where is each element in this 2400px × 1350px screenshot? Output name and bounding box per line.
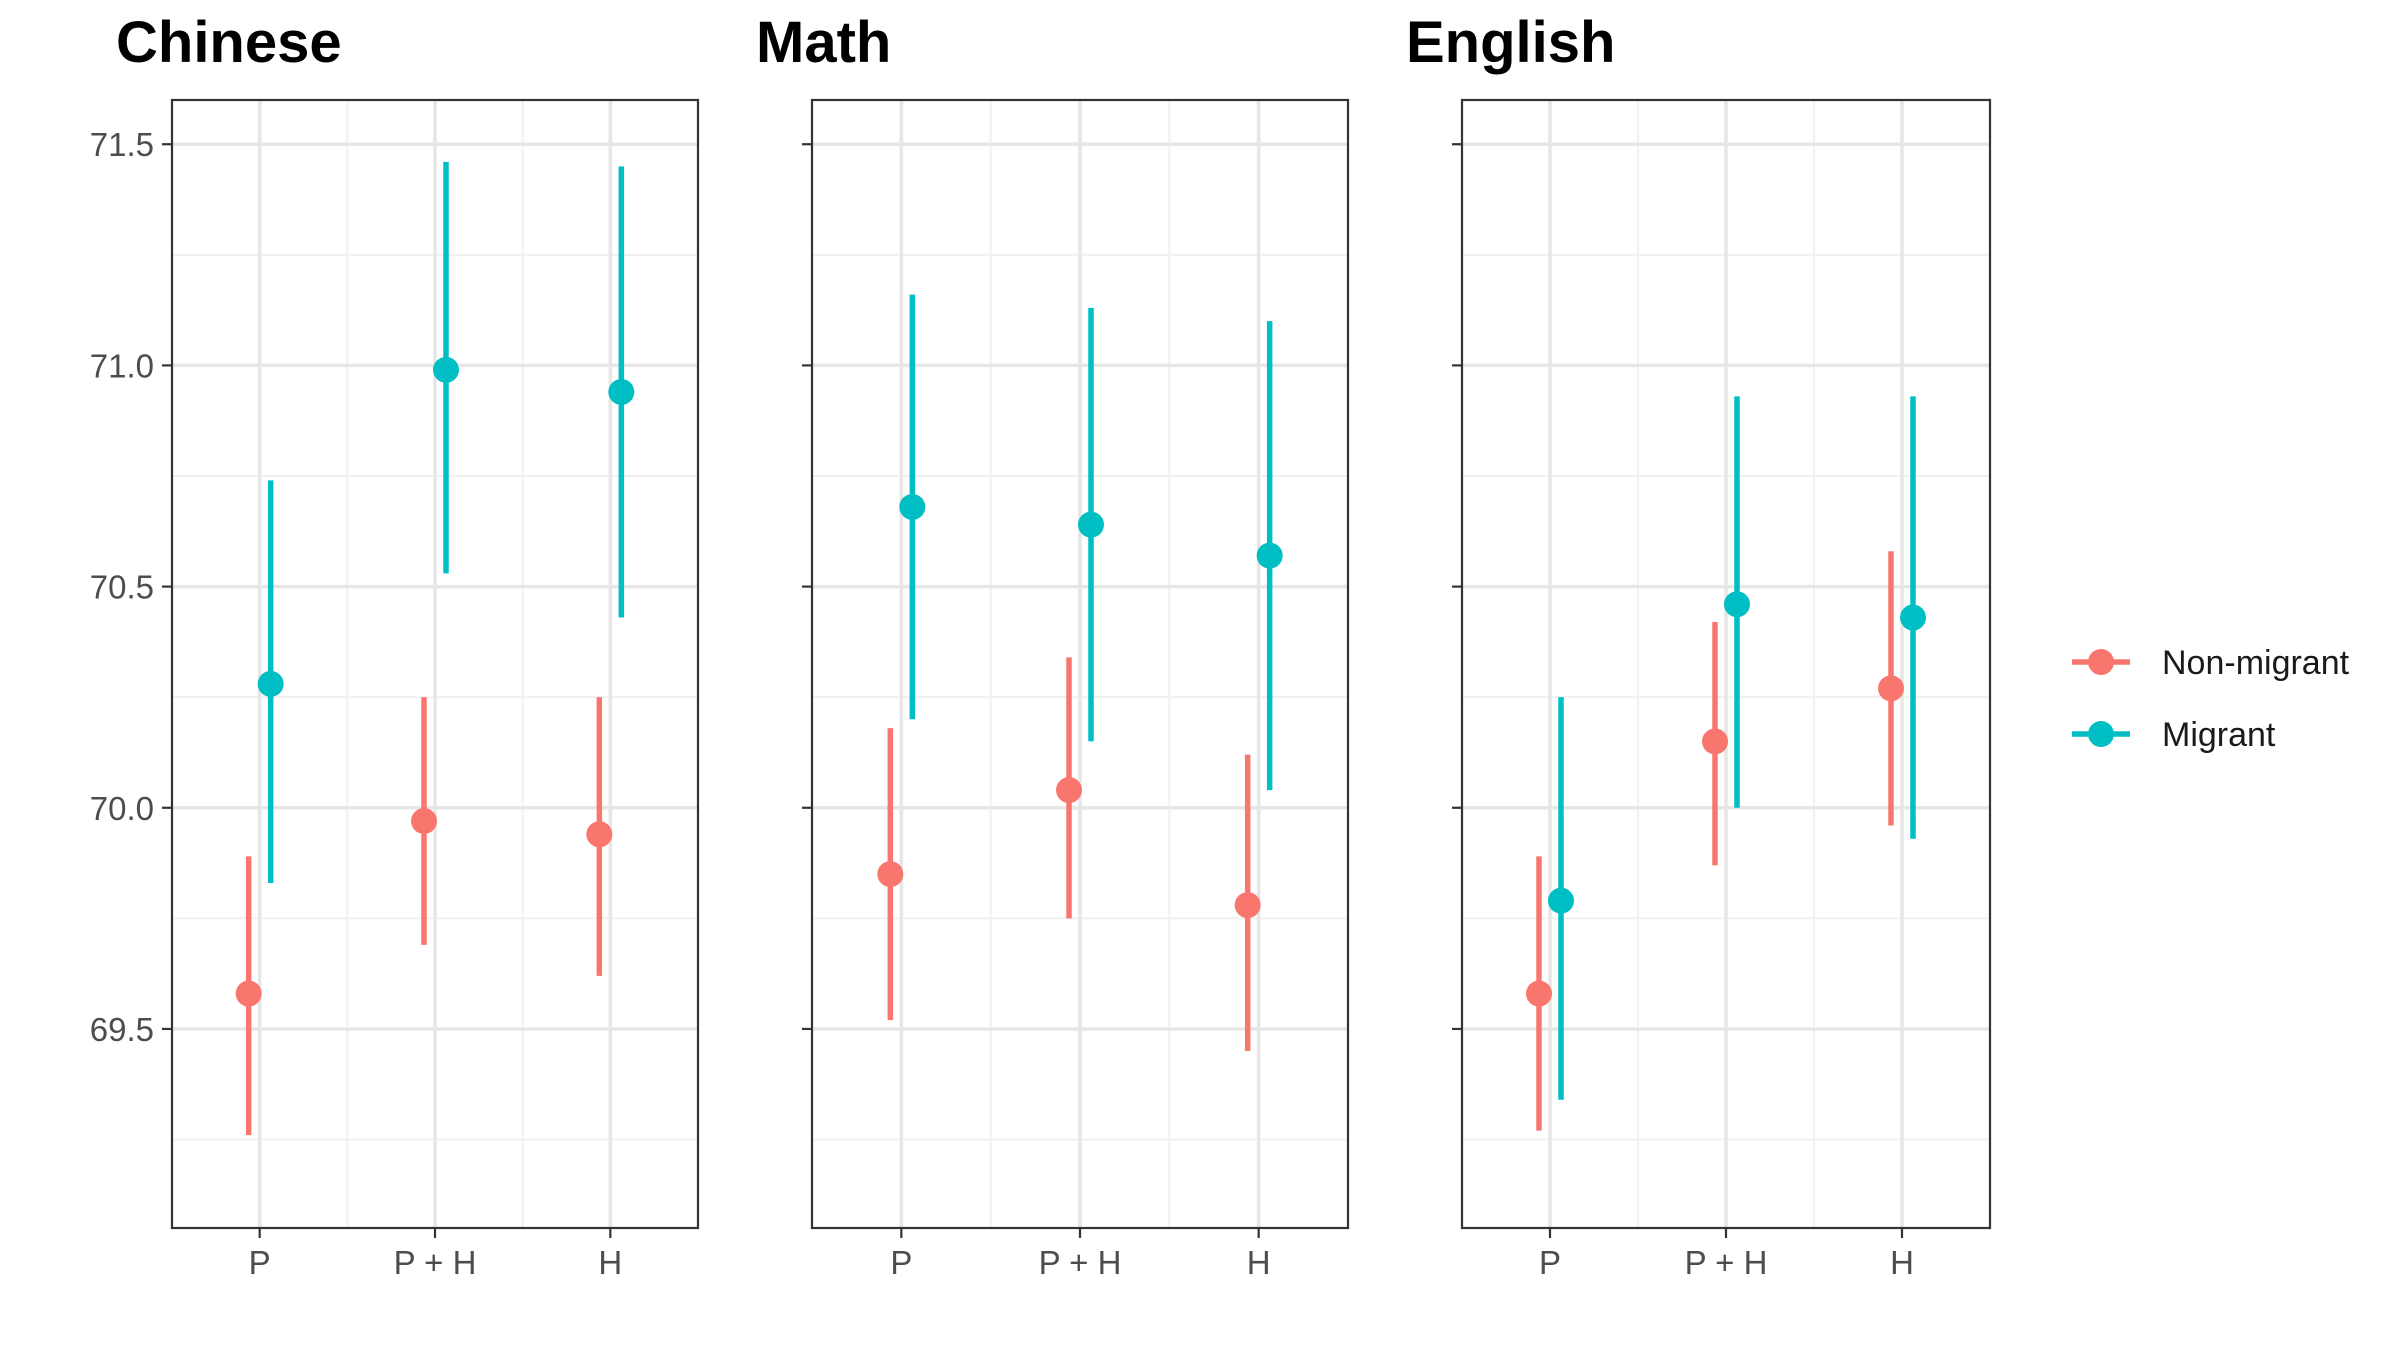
point-non-migrant [1526,980,1552,1007]
point-non-migrant [1056,777,1082,804]
point-non-migrant [1702,728,1728,755]
legend-key-point [2088,649,2114,675]
point-migrant [1900,604,1926,631]
legend-label: Migrant [2162,716,2276,754]
legend-item-migrant: Migrant [2072,716,2276,754]
point-migrant [1256,542,1283,569]
point-migrant [608,378,635,405]
y-tick-label: 71.5 [90,126,154,163]
panel-title: English [1406,10,1615,75]
x-tick-label: P [890,1244,912,1281]
point-non-migrant [1234,892,1261,919]
point-migrant [1548,887,1574,914]
x-tick-label: P + H [394,1244,477,1281]
point-non-migrant [1878,675,1904,702]
point-non-migrant [586,821,613,848]
facet-panel-chinese: Chinese P P + H H 69.5 70.0 70.5 71.0 71.5 [90,10,700,1281]
panel-title: Chinese [116,10,342,75]
y-tick-label: 70.0 [90,790,154,827]
y-tick-label: 69.5 [90,1011,154,1048]
legend-item-non-migrant: Non-migrant [2072,644,2350,682]
x-tick-label: P [249,1244,271,1281]
x-tick-label: H [598,1244,622,1281]
x-tick-label: H [1247,1244,1271,1281]
point-non-migrant [411,808,437,835]
y-tick-label: 70.5 [90,569,154,606]
panel-title: Math [756,10,891,75]
point-non-migrant [877,861,904,888]
y-tick-label: 71.0 [90,347,154,384]
facet-panel-english: English P P + H H [1406,10,1992,1281]
facet-panel-math: Math P P + H H [756,10,1350,1281]
point-migrant [899,493,926,520]
x-tick-label: P [1539,1244,1561,1281]
legend: Non-migrant Migrant [2072,644,2350,754]
point-non-migrant [235,980,262,1007]
point-migrant [1724,591,1750,618]
point-migrant [433,356,459,383]
legend-key-point [2088,721,2114,747]
legend-label: Non-migrant [2162,644,2350,682]
x-tick-label: P + H [1685,1244,1768,1281]
x-tick-label: H [1890,1244,1914,1281]
point-migrant [1078,511,1104,538]
x-tick-label: P + H [1039,1244,1122,1281]
point-migrant [257,670,284,697]
